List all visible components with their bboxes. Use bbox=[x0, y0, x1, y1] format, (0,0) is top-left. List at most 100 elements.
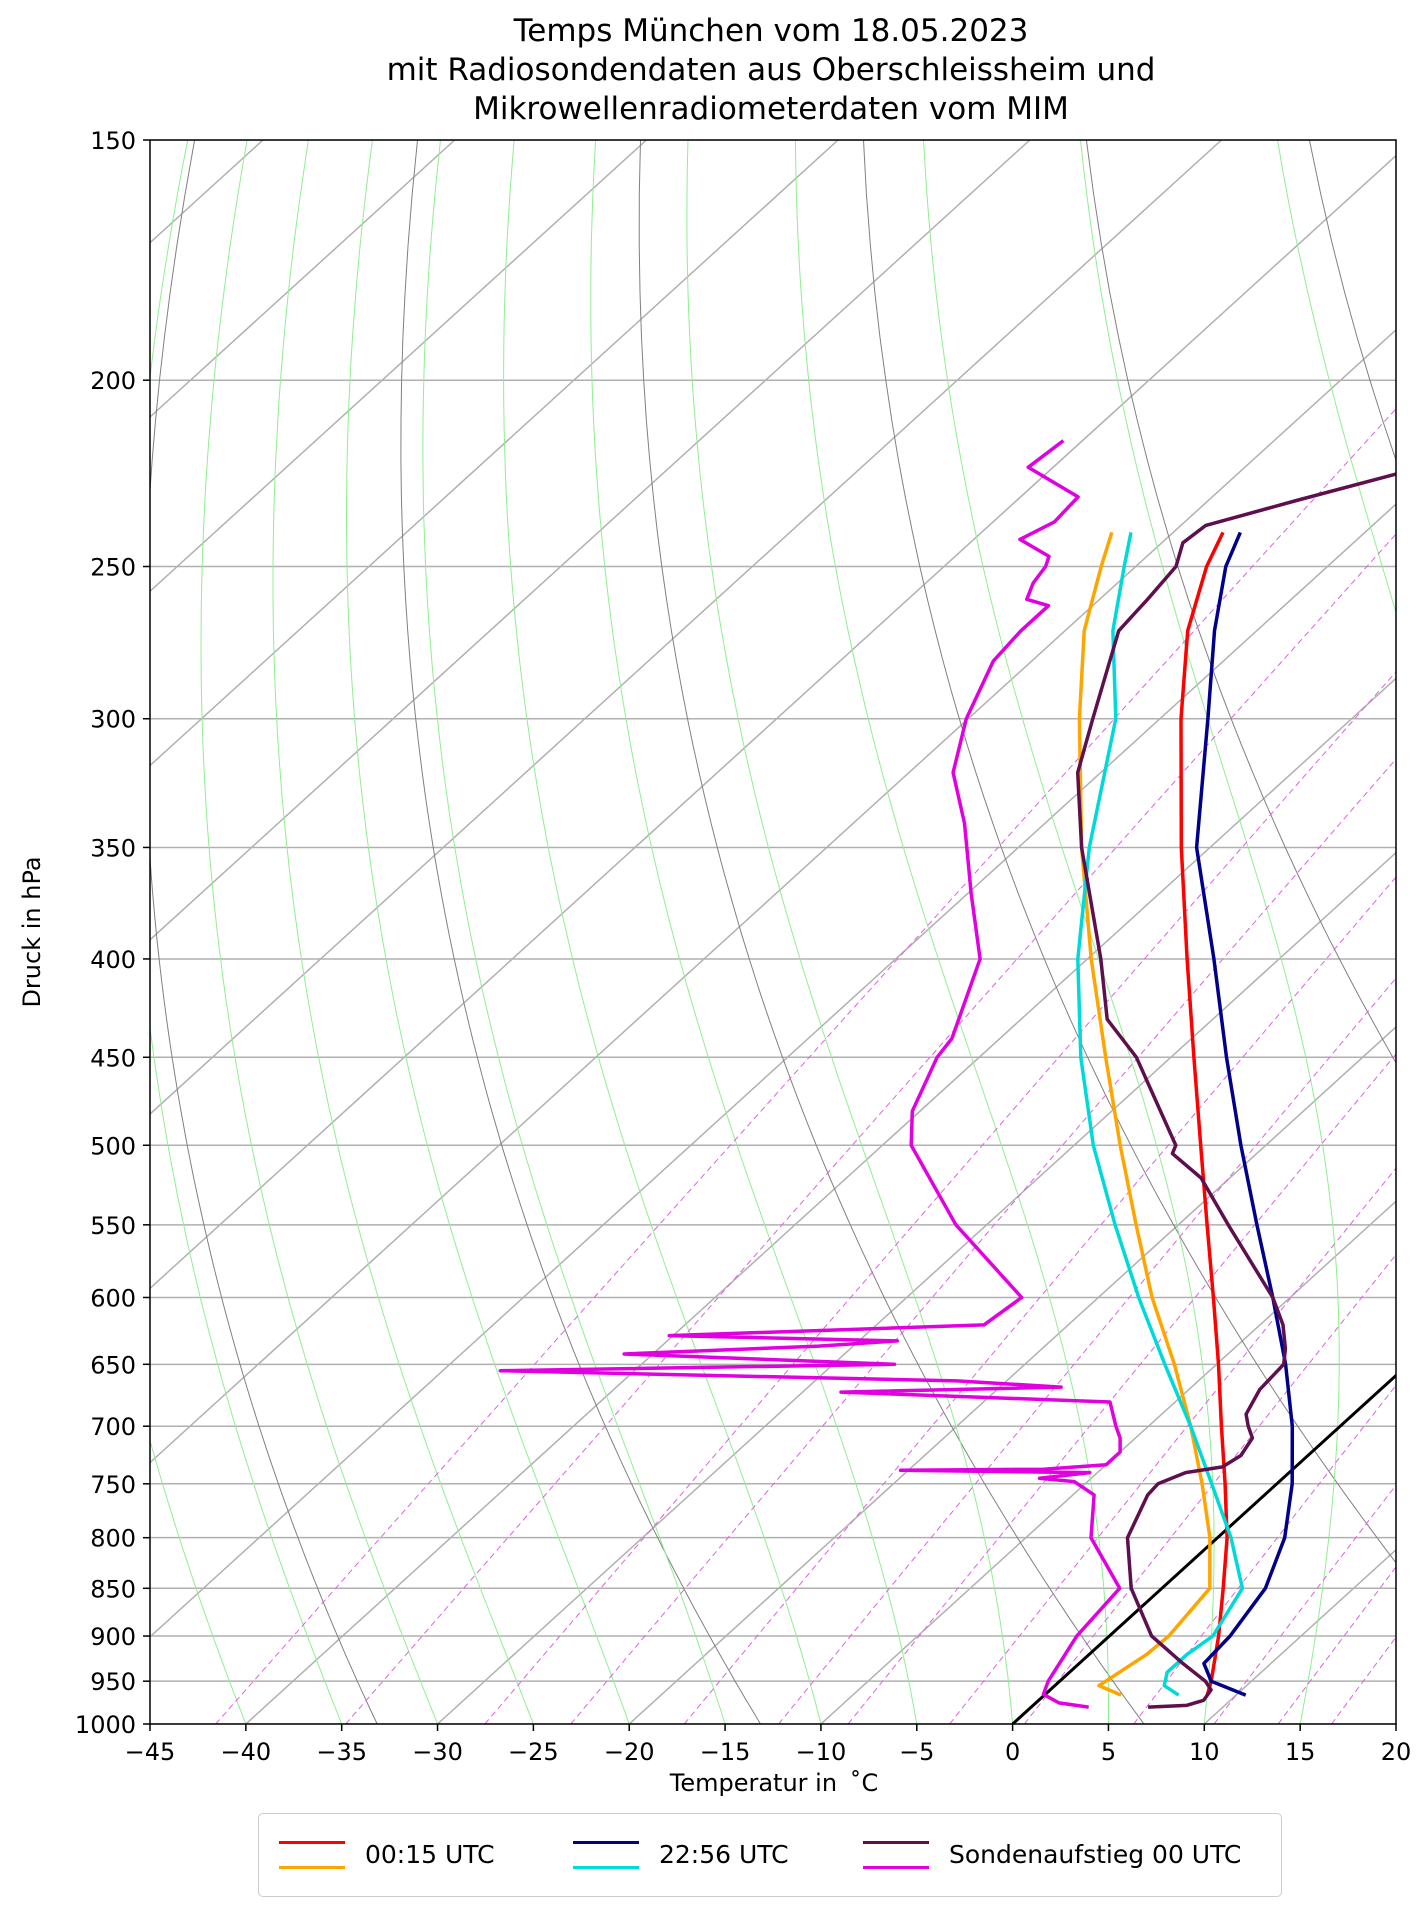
legend-swatch-2256-temp bbox=[573, 1841, 639, 1844]
y-axis-ticks: 150 200 250 300 350 400 450 500 550 600 650 700 750 8… bbox=[75, 127, 150, 1739]
y-tick-label: 800 bbox=[90, 1525, 136, 1553]
moist-adiabat bbox=[1277, 140, 1396, 1724]
plot-frame bbox=[149, 139, 1397, 1725]
legend-swatch-2256-dew bbox=[573, 1866, 639, 1869]
y-tick-label: 350 bbox=[90, 834, 136, 862]
y-tick-label: 300 bbox=[90, 706, 136, 734]
series-dewpoint-1 bbox=[1077, 531, 1212, 1697]
y-tick-label: 250 bbox=[90, 554, 136, 582]
x-tick-label: −10 bbox=[796, 1738, 847, 1766]
y-tick-label: 200 bbox=[90, 367, 136, 395]
legend-label-0015: 00:15 UTC bbox=[365, 1840, 495, 1869]
mixing-ratio-line bbox=[847, 1053, 1396, 1724]
series-dewpoint-3 bbox=[1076, 532, 1245, 1697]
moist-adiabat bbox=[150, 1438, 247, 1724]
series-dewpoint-5 bbox=[498, 439, 1122, 1709]
isotherm-gridline bbox=[150, 140, 456, 419]
x-tick-label: −25 bbox=[508, 1738, 559, 1766]
series-lines bbox=[498, 439, 1396, 1709]
isotherm-gridline bbox=[1395, 1722, 1396, 1724]
moist-adiabat bbox=[686, 140, 1014, 1724]
x-tick-label: 0 bbox=[1005, 1738, 1020, 1766]
x-tick-label: −30 bbox=[412, 1738, 463, 1766]
moist-adiabat bbox=[422, 140, 726, 1724]
isotherm-gridline bbox=[150, 140, 1031, 941]
moist-adiabat bbox=[590, 140, 918, 1724]
mixing-ratio-line bbox=[683, 876, 1396, 1724]
isotherm-gridline bbox=[1203, 1548, 1396, 1724]
title-line-3: Mikrowellenradiometerdaten vom MIM bbox=[473, 91, 1069, 127]
isotherm-gridline bbox=[1012, 1374, 1396, 1724]
x-axis-ticks: −45 −40 −35 −30 −25 −20 −15 −10 −5 0 5 10 15 20 bbox=[125, 1724, 1412, 1766]
y-tick-label: 550 bbox=[90, 1212, 136, 1240]
mixing-ratio-line bbox=[1331, 1636, 1396, 1724]
y-axis-label: Druck in hPa bbox=[18, 856, 46, 1008]
x-tick-label: 20 bbox=[1381, 1738, 1412, 1766]
y-tick-label: 850 bbox=[90, 1575, 136, 1603]
dry-adiabat bbox=[400, 140, 761, 1724]
legend-label-2256: 22:56 UTC bbox=[659, 1840, 789, 1869]
y-tick-label: 1000 bbox=[75, 1711, 136, 1739]
y-tick-label: 700 bbox=[90, 1413, 136, 1441]
isotherm-gridline bbox=[628, 1025, 1396, 1724]
x-axis-label: Temperatur in ˚C bbox=[669, 1769, 879, 1797]
reference-lines bbox=[150, 140, 1427, 1724]
moist-adiabat bbox=[1080, 140, 1340, 1724]
legend-swatch-0015-dew bbox=[279, 1866, 345, 1869]
moist-adiabat bbox=[200, 140, 438, 1724]
moist-adiabat bbox=[345, 140, 630, 1724]
y-tick-label: 600 bbox=[90, 1284, 136, 1312]
y-tick-label: 400 bbox=[90, 946, 136, 974]
moist-adiabat bbox=[923, 140, 1215, 1724]
dry-adiabat bbox=[638, 140, 1145, 1724]
isotherm-gridline bbox=[150, 140, 839, 767]
y-tick-label: 650 bbox=[90, 1351, 136, 1379]
mixing-ratio-line bbox=[215, 407, 1396, 1724]
isotherm-gridline bbox=[820, 1200, 1396, 1724]
legend-swatch-sonde-dew bbox=[863, 1866, 929, 1869]
dry-adiabat bbox=[1085, 140, 1396, 1064]
x-tick-label: 5 bbox=[1101, 1738, 1116, 1766]
series-temperature-4 bbox=[1075, 472, 1396, 1709]
title-line-1: Temps München vom 18.05.2023 bbox=[513, 13, 1029, 49]
dry-adiabat bbox=[863, 140, 1396, 1564]
mixing-ratio-line bbox=[1418, 380, 1427, 1724]
x-tick-label: −45 bbox=[125, 1738, 176, 1766]
isotherm-gridline bbox=[150, 328, 1396, 1464]
x-tick-label: −15 bbox=[700, 1738, 751, 1766]
y-tick-label: 750 bbox=[90, 1471, 136, 1499]
isotherm-gridline bbox=[245, 677, 1396, 1724]
legend: 00:15 UTC 22:56 UTC Sondenaufstieg 00 UT… bbox=[258, 1813, 1282, 1897]
y-tick-label: 500 bbox=[90, 1132, 136, 1160]
moist-adiabat bbox=[503, 140, 822, 1724]
x-tick-label: −35 bbox=[316, 1738, 367, 1766]
y-tick-label: 450 bbox=[90, 1044, 136, 1072]
moist-adiabat bbox=[272, 140, 534, 1724]
dry-adiabat bbox=[1308, 140, 1396, 462]
dry-adiabat bbox=[150, 140, 378, 1724]
title-line-2: mit Radiosondendaten aus Oberschleisshei… bbox=[386, 52, 1156, 88]
moist-adiabat bbox=[794, 140, 1109, 1724]
mixing-ratio-line bbox=[570, 758, 1396, 1724]
x-tick-label: 10 bbox=[1189, 1738, 1220, 1766]
mixing-ratio-line bbox=[1024, 1253, 1396, 1724]
x-tick-label: −20 bbox=[604, 1738, 655, 1766]
mixing-ratio-line bbox=[345, 533, 1396, 1724]
series-temperature-0 bbox=[1179, 531, 1229, 1696]
mixing-ratio-line bbox=[778, 977, 1396, 1724]
isotherm-gridline bbox=[150, 140, 647, 593]
isotherm-gridline bbox=[437, 851, 1396, 1724]
x-tick-label: 15 bbox=[1285, 1738, 1316, 1766]
x-tick-label: −40 bbox=[221, 1738, 272, 1766]
mixing-ratio-line bbox=[1213, 1484, 1396, 1724]
mixing-ratio-line bbox=[949, 1167, 1396, 1724]
isotherm-gridline bbox=[150, 503, 1396, 1638]
x-tick-label: −5 bbox=[899, 1738, 934, 1766]
mixing-ratio-line bbox=[1133, 1384, 1396, 1724]
isotherm-gridline bbox=[150, 140, 1222, 1116]
zero-degree-isotherm bbox=[1011, 1373, 1396, 1724]
mixing-ratio-line bbox=[484, 671, 1396, 1724]
legend-swatch-sonde-temp bbox=[863, 1841, 929, 1844]
series-temperature-2 bbox=[1194, 531, 1295, 1697]
